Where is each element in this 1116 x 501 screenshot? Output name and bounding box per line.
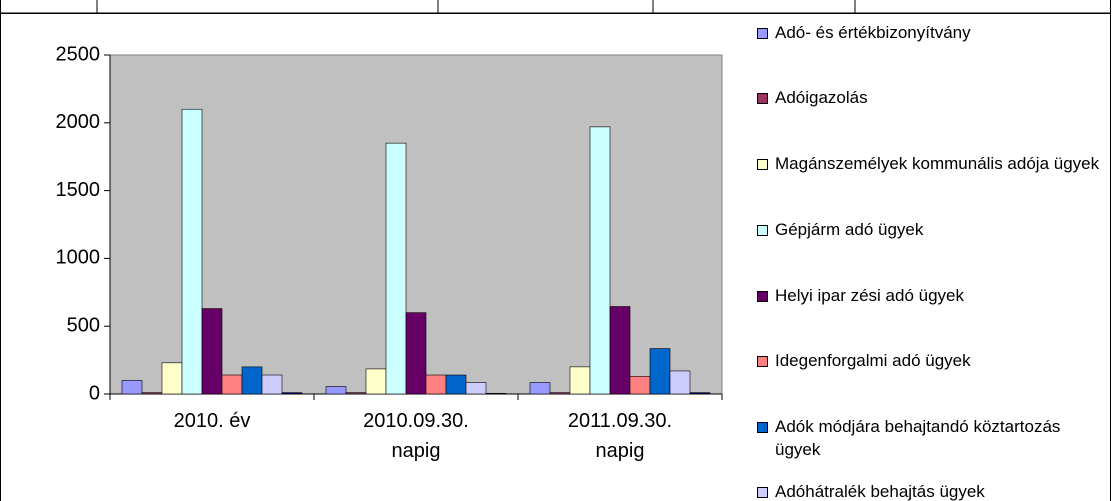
y-tick-label: 2000 xyxy=(56,111,101,133)
y-tick-label: 500 xyxy=(67,314,100,336)
bar xyxy=(181,108,203,395)
bar xyxy=(649,348,671,395)
bar xyxy=(161,362,183,395)
bar xyxy=(465,382,487,395)
legend-label: Magánszemélyek kommunális adója ügyek xyxy=(775,154,1100,173)
legend-swatch xyxy=(757,159,768,170)
legend-label: Adóigazolás xyxy=(775,88,868,107)
bar xyxy=(549,392,571,395)
table-strip xyxy=(0,0,1111,14)
legend-swatch xyxy=(757,487,768,498)
bar xyxy=(261,374,283,395)
legend-swatch xyxy=(757,93,768,104)
legend-swatch xyxy=(757,291,768,302)
bar xyxy=(589,126,611,395)
bar xyxy=(405,312,427,395)
bar xyxy=(529,382,551,395)
legend-swatch xyxy=(757,28,768,39)
legend-label: Gépjárm adó ügyek xyxy=(775,220,924,239)
chart-border xyxy=(0,13,1111,501)
bar xyxy=(485,393,507,395)
bar xyxy=(345,392,367,395)
y-tick-label: 1500 xyxy=(56,179,101,201)
legend-label: Adóhátralék behajtás ügyek xyxy=(775,482,985,501)
bar xyxy=(445,374,467,395)
bar xyxy=(121,380,143,395)
legend-swatch xyxy=(757,356,768,367)
legend-label: Idegenforgalmi adó ügyek xyxy=(775,351,971,370)
bar xyxy=(569,366,591,395)
bar xyxy=(385,142,407,395)
legend-swatch xyxy=(757,225,768,236)
bar xyxy=(629,376,651,395)
x-tick-label: 2011.09.30. napig xyxy=(567,410,673,462)
bar xyxy=(241,366,263,395)
x-tick-label: 2010. év xyxy=(173,410,251,432)
bar xyxy=(325,386,347,395)
bar xyxy=(669,370,691,395)
bar xyxy=(425,374,447,395)
y-tick-label: 0 xyxy=(89,382,100,404)
y-tick-label: 1000 xyxy=(56,247,101,269)
bar xyxy=(365,368,387,395)
bar xyxy=(141,392,163,395)
bar xyxy=(609,306,631,395)
bar xyxy=(201,308,223,395)
x-tick-label: 2010.09.30. napig xyxy=(363,410,469,462)
legend-label: Adó- és értékbizonyítvány xyxy=(775,23,971,42)
bar xyxy=(689,392,711,395)
bar xyxy=(221,374,243,395)
legend-swatch xyxy=(757,422,768,433)
legend-label: Adók módjára behajtandó köztartozás ügye… xyxy=(775,417,1061,459)
legend-label: Helyi ipar zési adó ügyek xyxy=(775,286,964,305)
bar xyxy=(281,392,303,395)
y-tick-label: 2500 xyxy=(56,43,101,65)
